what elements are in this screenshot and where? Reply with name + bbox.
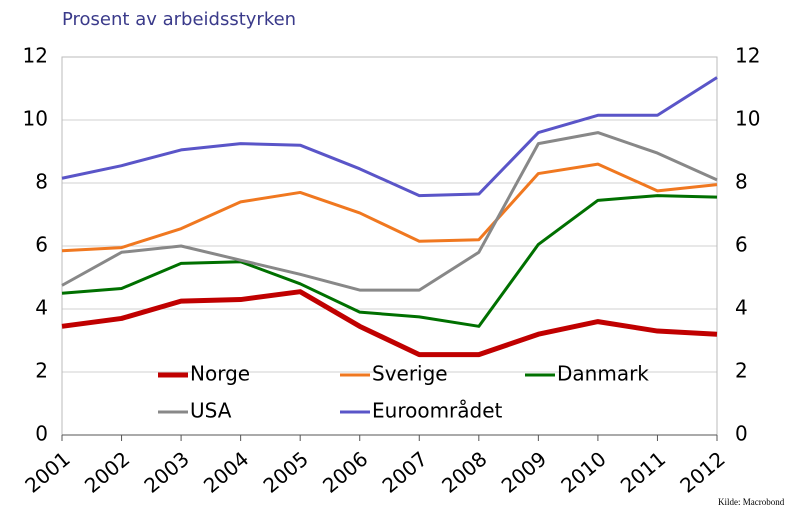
x-tick-label: 2004 xyxy=(199,447,253,498)
y-tick-label: 4 xyxy=(35,296,48,320)
x-tick-label: 2006 xyxy=(318,447,372,498)
series-line xyxy=(61,289,718,358)
series-line xyxy=(61,76,718,198)
legend-label: Euroområdet xyxy=(372,399,503,423)
x-tick-label: 2009 xyxy=(497,447,551,498)
series-line xyxy=(61,131,718,292)
y2-tick-label: 6 xyxy=(735,233,748,257)
x-tick-label: 2007 xyxy=(378,447,432,498)
y-tick-label: 2 xyxy=(35,359,48,383)
x-tick-label: 2008 xyxy=(437,447,491,498)
y2-tick-label: 4 xyxy=(735,296,748,320)
chart-subtitle: Prosent av arbeidsstyrken xyxy=(62,9,296,30)
series-line xyxy=(61,162,718,253)
y2-tick-label: 8 xyxy=(735,170,748,194)
y2-tick-label: 0 xyxy=(735,422,748,446)
legend-label: USA xyxy=(190,399,232,423)
legend-label: Norge xyxy=(190,362,250,386)
y2-tick-label: 12 xyxy=(735,44,760,68)
series-line xyxy=(61,194,718,328)
x-tick-label: 2001 xyxy=(20,447,74,498)
y-tick-label: 0 xyxy=(35,422,48,446)
x-tick-label: 2005 xyxy=(259,447,313,498)
source: Kilde: Macrobond xyxy=(718,497,785,507)
y-tick-label: 6 xyxy=(35,233,48,257)
y-tick-label: 12 xyxy=(23,44,48,68)
y-tick-label: 8 xyxy=(35,170,48,194)
x-tick-label: 2003 xyxy=(139,447,193,498)
legend-label: Danmark xyxy=(557,362,649,386)
y-tick-label: 10 xyxy=(23,107,48,131)
x-tick-label: 2010 xyxy=(556,447,610,498)
y2-tick-label: 2 xyxy=(735,359,748,383)
legend-label: Sverige xyxy=(372,362,448,386)
x-tick-label: 2012 xyxy=(675,447,729,498)
x-tick-label: 2002 xyxy=(80,447,134,498)
y2-tick-label: 10 xyxy=(735,107,760,131)
x-tick-label: 2011 xyxy=(616,447,670,498)
